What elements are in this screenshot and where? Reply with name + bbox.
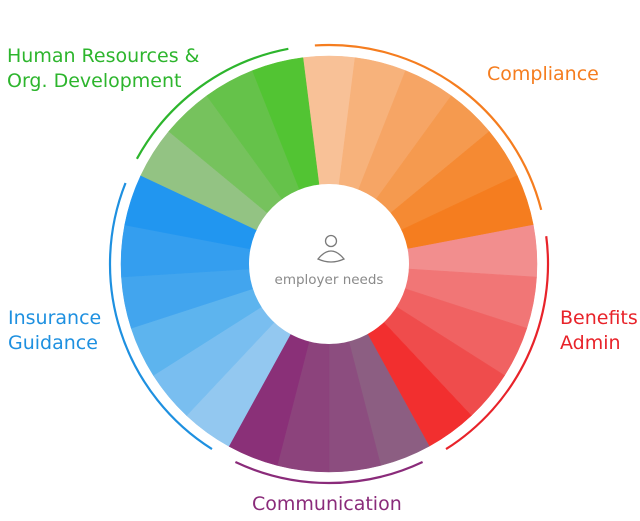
segment-communication (228, 333, 430, 473)
arc-benefits (445, 236, 550, 451)
label-communication: Communication (252, 493, 402, 515)
center-circle (249, 184, 409, 344)
label-insurance-guidance: Insurance Guidance (8, 307, 102, 354)
segment-hr (140, 57, 320, 231)
label-compliance: Compliance (487, 63, 599, 85)
arc-communication (234, 460, 424, 485)
segment-compliance (302, 55, 534, 250)
arc-insurance (108, 182, 213, 451)
label-hr-org-development: Human Resources & Org. Development (7, 45, 200, 92)
segment-insurance (120, 175, 291, 447)
person-icon (316, 234, 346, 263)
center-label: employer needs (274, 272, 384, 288)
label-benefits-admin: Benefits Admin (560, 307, 638, 354)
arc-compliance (314, 43, 543, 211)
arc-hr (135, 47, 289, 160)
